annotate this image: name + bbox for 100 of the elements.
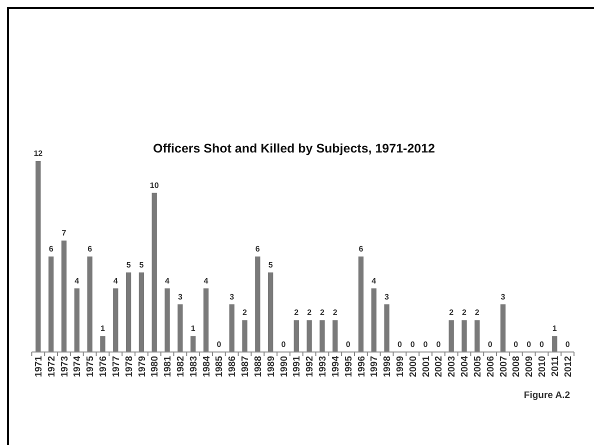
data-label: 3 (230, 292, 235, 302)
bar (552, 336, 558, 352)
data-label: 0 (526, 340, 532, 349)
data-label: 4 (372, 276, 377, 286)
x-tick-label: 1983 (188, 356, 200, 378)
x-tick-label: 1981 (162, 355, 174, 378)
data-label: 1 (190, 324, 196, 334)
bar (61, 240, 67, 352)
bar (242, 320, 248, 352)
bar (178, 304, 183, 352)
bar (332, 320, 338, 352)
bar (294, 320, 299, 352)
data-label: 2 (462, 308, 468, 318)
x-tick-label: 1989 (266, 356, 277, 378)
data-label: 2 (242, 308, 248, 318)
bar (448, 320, 454, 352)
data-label: 2 (449, 308, 454, 318)
bar (87, 256, 92, 352)
x-tick-label: 1990 (278, 356, 290, 378)
x-tick-label: 1973 (59, 356, 70, 378)
x-tick-label: 1976 (98, 356, 110, 378)
data-label: 5 (268, 260, 274, 270)
bar (36, 161, 41, 352)
x-tick-label: 1984 (201, 355, 212, 378)
bar (113, 288, 118, 352)
data-label: 0 (397, 340, 402, 349)
data-label: 0 (281, 340, 286, 349)
text: Figure A.2 (524, 390, 570, 401)
x-tick-label: 1982 (175, 356, 186, 378)
x-tick-label: 1972 (46, 356, 58, 378)
data-label: 6 (255, 244, 260, 254)
x-tick-label: 1975 (85, 355, 96, 378)
bar (474, 320, 480, 352)
x-tick-label: 2004 (460, 355, 471, 378)
bar (371, 288, 376, 352)
bar (306, 320, 312, 352)
data-label: 12 (34, 149, 44, 158)
data-label: 1 (552, 324, 558, 334)
data-label: 0 (410, 340, 416, 349)
data-label: 4 (204, 276, 209, 286)
data-label: 5 (139, 260, 144, 270)
x-tick-label: 1974 (72, 355, 84, 378)
bar (190, 336, 196, 352)
x-tick-label: 1986 (227, 356, 238, 378)
bar (255, 256, 260, 352)
x-tick-label: 1977 (110, 356, 122, 378)
bar (138, 272, 144, 352)
data-label: 4 (113, 276, 118, 286)
x-tick-label: 2006 (485, 356, 496, 378)
x-tick-label: 1980 (150, 356, 161, 378)
data-label: 0 (436, 340, 442, 349)
x-tick-label: 2000 (408, 356, 419, 378)
data-label: 2 (294, 308, 300, 318)
x-tick-label: 2003 (446, 356, 458, 378)
data-label: 2 (332, 308, 338, 318)
x-tick-label: 1996 (356, 356, 368, 378)
data-label: 3 (500, 292, 506, 302)
x-tick-label: 1995 (343, 355, 354, 378)
bar (203, 288, 209, 352)
x-tick-label: 1999 (394, 356, 406, 378)
x-tick-label: 2005 (472, 355, 484, 378)
x-tick-label: 1994 (330, 355, 342, 378)
data-label: 0 (565, 340, 570, 349)
data-label: 4 (74, 276, 80, 286)
bar (152, 192, 157, 352)
x-tick-label: 1978 (124, 356, 135, 378)
bar (358, 256, 364, 352)
x-tick-label: 1979 (136, 356, 148, 378)
x-tick-label: 1998 (382, 356, 394, 378)
x-tick-label: 1987 (240, 356, 252, 378)
x-tick-label: 2007 (498, 356, 510, 378)
x-tick-label: 2012 (562, 356, 574, 378)
chart-title: Officers Shot and Killed by Subjects, 1971-2012 (152, 142, 436, 156)
x-tick-label: 2009 (524, 356, 536, 378)
x-tick-label: 1971 (33, 355, 44, 378)
x-tick-label: 1992 (304, 356, 316, 378)
x-tick-label: 1993 (318, 356, 329, 378)
data-label: 4 (165, 276, 170, 286)
data-label: 0 (539, 340, 544, 349)
x-tick-label: 1991 (292, 355, 303, 378)
x-tick-label: 2001 (420, 355, 432, 378)
data-label: 0 (488, 340, 493, 349)
data-label: 3 (178, 292, 183, 302)
x-tick-label: 2002 (434, 356, 445, 378)
bar (48, 256, 54, 352)
x-tick-label: 2011 (550, 355, 561, 377)
bar (500, 304, 506, 352)
data-label: 0 (423, 340, 428, 349)
bar (320, 320, 325, 352)
data-label: 6 (88, 244, 93, 254)
data-label: 2 (307, 308, 312, 318)
x-tick-label: 1997 (369, 356, 380, 378)
data-label: 1 (100, 324, 106, 334)
bar (268, 272, 274, 352)
bar (164, 288, 170, 352)
bar (462, 320, 467, 352)
data-label: 7 (62, 228, 67, 238)
bar (126, 272, 132, 352)
data-label: 2 (474, 308, 480, 318)
data-label: 2 (320, 308, 325, 318)
